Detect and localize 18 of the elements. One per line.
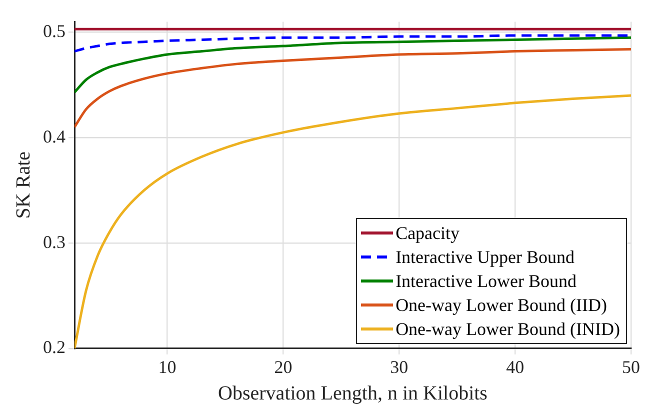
y-tick-label: 0.3	[43, 232, 66, 252]
y-axis-title: SK Rate	[12, 151, 34, 219]
line-series	[74, 48, 631, 128]
legend-label: One-way Lower Bound (IID)	[396, 294, 607, 318]
x-tick-label: 40	[506, 356, 524, 377]
x-tick-label: 10	[158, 356, 176, 377]
legend-label: Capacity	[396, 222, 460, 246]
x-tick-label: 20	[274, 356, 292, 377]
legend-label: Interactive Lower Bound	[396, 270, 576, 294]
legend-label: One-way Lower Bound (INID)	[396, 318, 620, 342]
y-tick-label: 0.2	[43, 337, 66, 358]
legend-label: Interactive Upper Bound	[396, 246, 574, 270]
line-series	[74, 36, 631, 94]
x-axis-title: Observation Length, n in Kilobits	[218, 382, 488, 404]
y-tick-label: 0.4	[43, 126, 66, 146]
y-tick-label: 0.5	[43, 21, 66, 42]
x-tick-label: 50	[622, 356, 640, 377]
x-tick-label: 30	[390, 356, 408, 377]
